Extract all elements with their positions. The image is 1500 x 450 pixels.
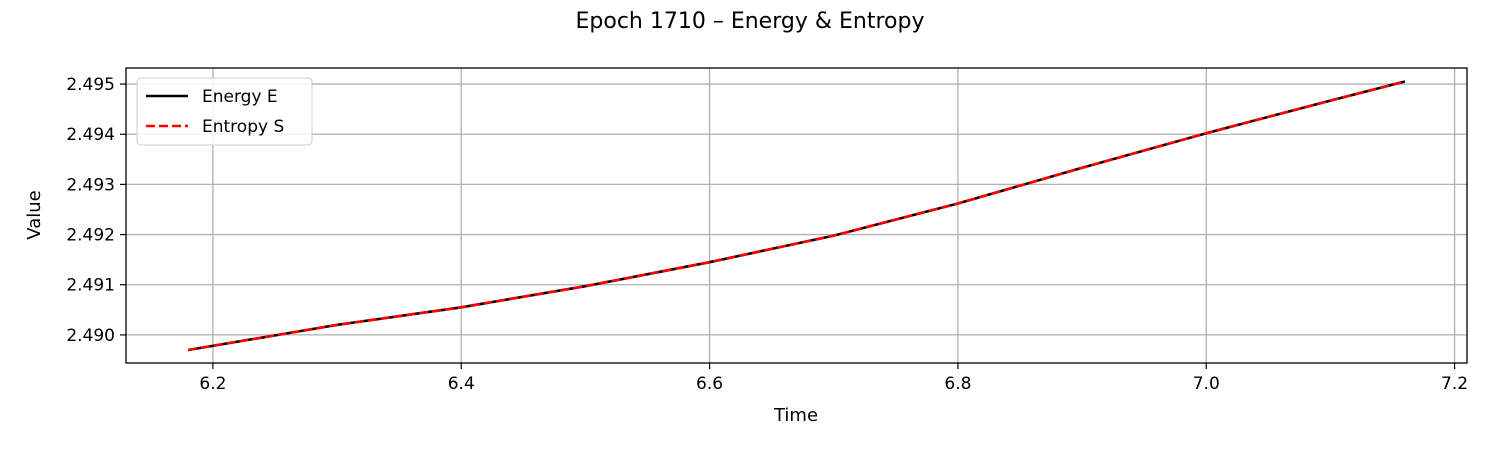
grid-lines bbox=[126, 68, 1467, 363]
legend-label-entropy: Entropy S bbox=[202, 117, 284, 137]
legend: Energy E Entropy S bbox=[136, 77, 313, 146]
y-tick-label: 2.490 bbox=[66, 326, 115, 346]
x-axis-ticks: 6.2 6.4 6.6 6.8 7.0 7.2 bbox=[199, 363, 1468, 394]
y-tick-label: 2.494 bbox=[66, 125, 115, 145]
y-axis-ticks: 2.490 2.491 2.492 2.493 2.494 2.495 bbox=[66, 75, 126, 346]
x-tick-label: 6.6 bbox=[696, 374, 723, 394]
x-tick-label: 7.2 bbox=[1441, 374, 1468, 394]
y-axis-label: Value bbox=[24, 190, 45, 239]
x-tick-label: 6.4 bbox=[448, 374, 475, 394]
chart-title: Epoch 1710 – Energy & Entropy bbox=[576, 9, 925, 34]
y-tick-label: 2.495 bbox=[66, 75, 115, 95]
x-axis-label: Time bbox=[773, 405, 818, 426]
legend-label-energy: Energy E bbox=[202, 87, 278, 107]
y-tick-label: 2.493 bbox=[66, 175, 115, 195]
x-tick-label: 7.0 bbox=[1193, 374, 1220, 394]
y-tick-label: 2.491 bbox=[66, 276, 115, 296]
plot-frame bbox=[125, 67, 1468, 364]
x-tick-label: 6.8 bbox=[944, 374, 971, 394]
y-tick-label: 2.492 bbox=[66, 226, 115, 246]
x-tick-label: 6.2 bbox=[199, 374, 226, 394]
series-line-energy bbox=[187, 80, 1406, 352]
series-line-entropy bbox=[187, 80, 1406, 352]
series-layer bbox=[187, 80, 1406, 352]
